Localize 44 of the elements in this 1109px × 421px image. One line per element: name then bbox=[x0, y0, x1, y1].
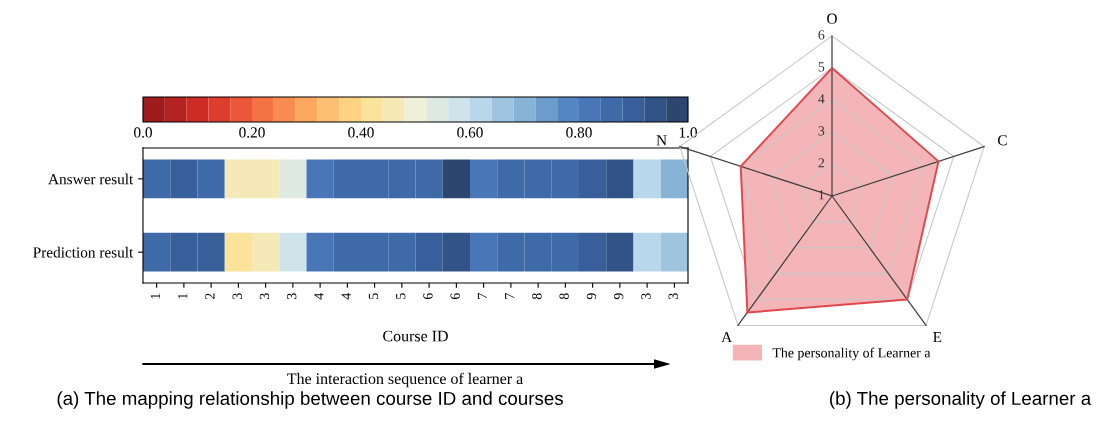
legend-label: The personality of Learner a bbox=[772, 347, 931, 361]
text: (a) The mapping relationship between course ID and courses bbox=[57, 391, 563, 409]
x-tick-label: 2 bbox=[205, 293, 215, 300]
spoke-label: O bbox=[827, 13, 837, 24]
y-tick-label: 2 bbox=[818, 158, 825, 168]
x-tick-label: 6 bbox=[423, 293, 433, 300]
x-axis-title: Course ID bbox=[383, 330, 448, 342]
x-tick-label: 1 bbox=[178, 293, 188, 299]
x-tick-label: 4 bbox=[341, 292, 351, 300]
y-tick-label: Prediction result bbox=[33, 246, 134, 258]
x-tick-label: 3 bbox=[287, 293, 297, 299]
color-bar-label: 0.80 bbox=[566, 127, 592, 138]
x-tick-label: 8 bbox=[559, 293, 569, 300]
color-bar-label: 0.40 bbox=[348, 127, 374, 138]
x-tick-label: 7 bbox=[477, 293, 487, 299]
x-tick-label: 1 bbox=[150, 293, 160, 299]
y-tick-label: 1 bbox=[819, 190, 824, 200]
x-tick-label: 3 bbox=[232, 293, 242, 299]
spoke-label: E bbox=[933, 332, 942, 343]
x-tick-label: 9 bbox=[614, 293, 624, 300]
x-tick-label: 5 bbox=[368, 293, 379, 299]
x-tick-label: 5 bbox=[396, 293, 406, 299]
spoke-label: A bbox=[721, 331, 733, 343]
color-bar-label: 0.20 bbox=[239, 127, 265, 138]
spoke-label: N bbox=[656, 135, 667, 146]
y-tick-label: 5 bbox=[818, 62, 825, 72]
spoke-label: C bbox=[997, 135, 1007, 146]
x-tick-label: 4 bbox=[314, 292, 324, 300]
y-tick-label: 6 bbox=[818, 30, 825, 40]
text: (b) The personality of Learner a bbox=[830, 391, 1092, 409]
x-tick-label: 8 bbox=[532, 293, 542, 300]
y-tick-label: Answer result bbox=[48, 173, 134, 185]
x-tick-label: 7 bbox=[505, 293, 515, 299]
x-tick-label: 6 bbox=[450, 293, 460, 300]
x-tick-label: 9 bbox=[586, 293, 597, 300]
color-bar-label: 1.0 bbox=[679, 127, 697, 138]
x-tick-label: 3 bbox=[259, 293, 270, 299]
color-bar-label: 0.0 bbox=[134, 127, 152, 138]
y-tick-label: 4 bbox=[818, 94, 825, 104]
color-bar-label: 0.60 bbox=[457, 127, 483, 138]
x-tick-label: 3 bbox=[668, 293, 678, 299]
text: The interaction sequence of learner a bbox=[287, 372, 523, 388]
y-tick-label: 3 bbox=[818, 126, 825, 136]
x-tick-label: 3 bbox=[641, 293, 651, 299]
